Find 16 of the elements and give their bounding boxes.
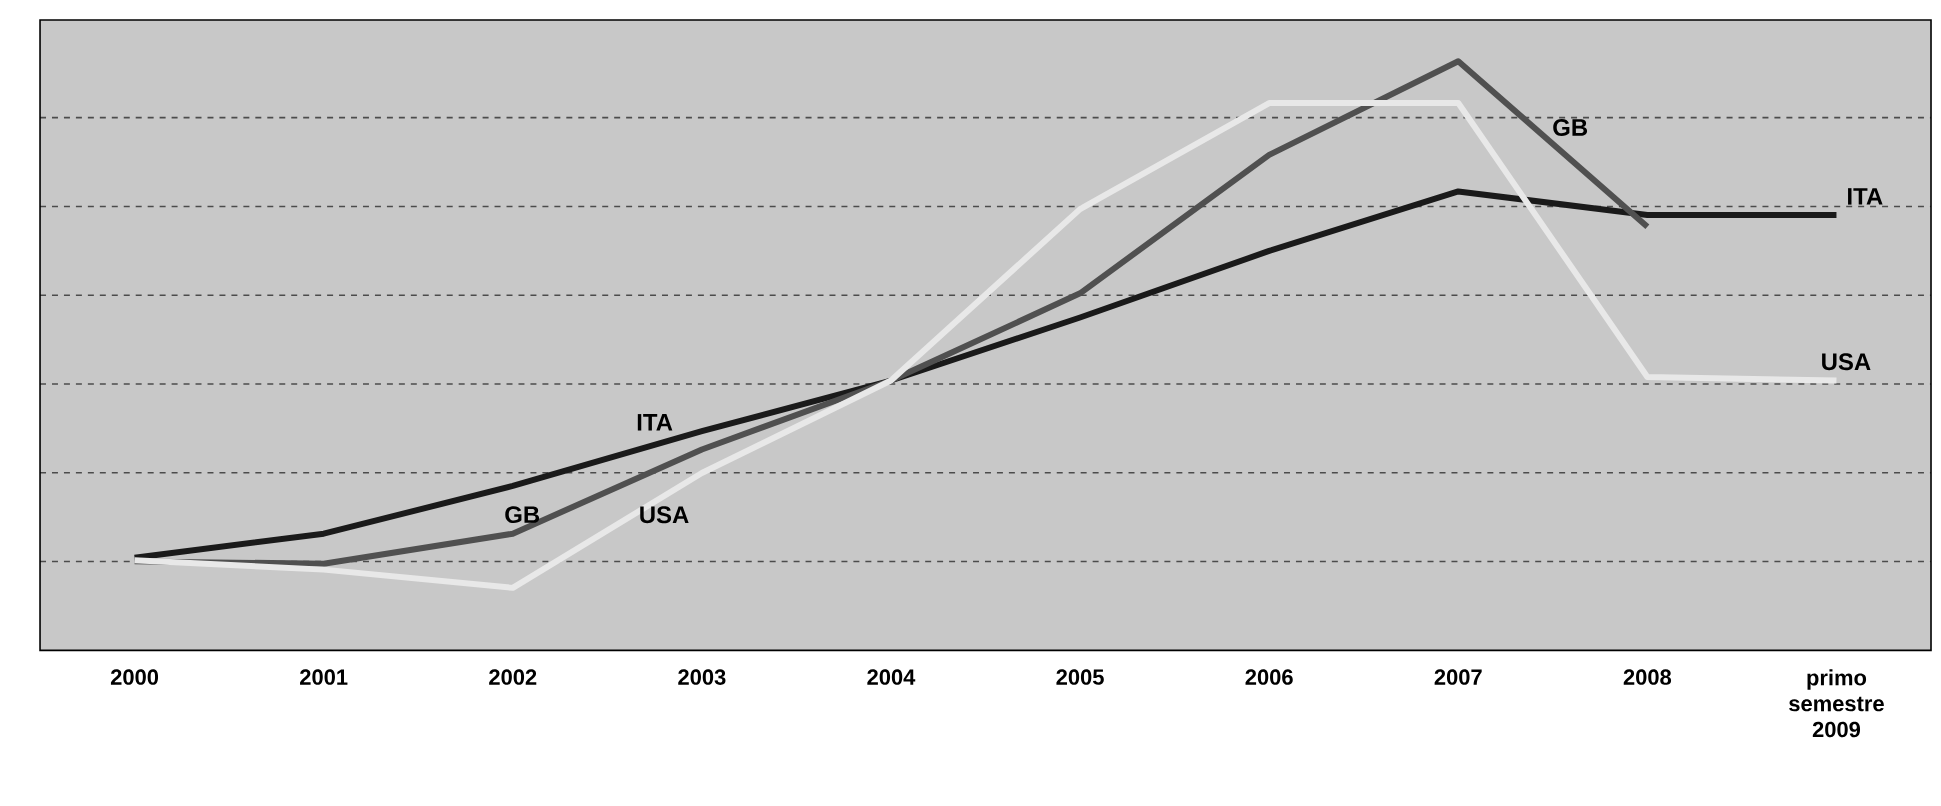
series-label: ITA bbox=[637, 413, 673, 431]
x-tick-label: 2007 bbox=[1434, 669, 1482, 685]
x-tick-label: 2004 bbox=[867, 669, 916, 685]
x-tick-label: primo semestre 2009 bbox=[1789, 669, 1884, 738]
x-tick-label: 2005 bbox=[1056, 669, 1104, 685]
series-label: USA bbox=[640, 506, 689, 524]
series-label: GB bbox=[505, 505, 540, 523]
x-tick-label: 2000 bbox=[110, 669, 159, 685]
x-tick-label: 2008 bbox=[1623, 669, 1672, 685]
text: GB bbox=[1553, 118, 1588, 136]
x-tick-label: 2001 bbox=[300, 669, 348, 685]
text: ITA bbox=[1848, 187, 1883, 205]
x-tick-label: 2006 bbox=[1245, 669, 1293, 685]
text: USA bbox=[1822, 353, 1871, 370]
x-tick-label: 2002 bbox=[489, 669, 537, 685]
x-tick-label: 2003 bbox=[678, 669, 726, 685]
